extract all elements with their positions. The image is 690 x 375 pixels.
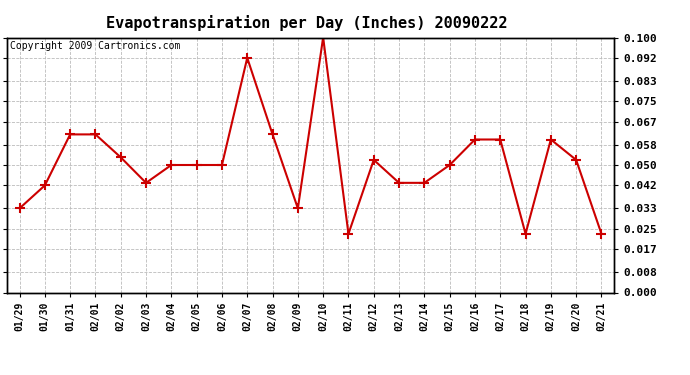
- Text: Copyright 2009 Cartronics.com: Copyright 2009 Cartronics.com: [10, 41, 180, 51]
- Text: Evapotranspiration per Day (Inches) 20090222: Evapotranspiration per Day (Inches) 2009…: [106, 15, 508, 31]
